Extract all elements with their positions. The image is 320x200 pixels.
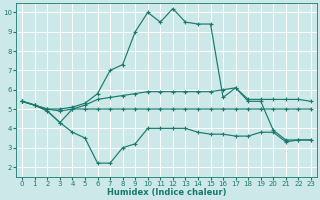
X-axis label: Humidex (Indice chaleur): Humidex (Indice chaleur): [107, 188, 226, 197]
